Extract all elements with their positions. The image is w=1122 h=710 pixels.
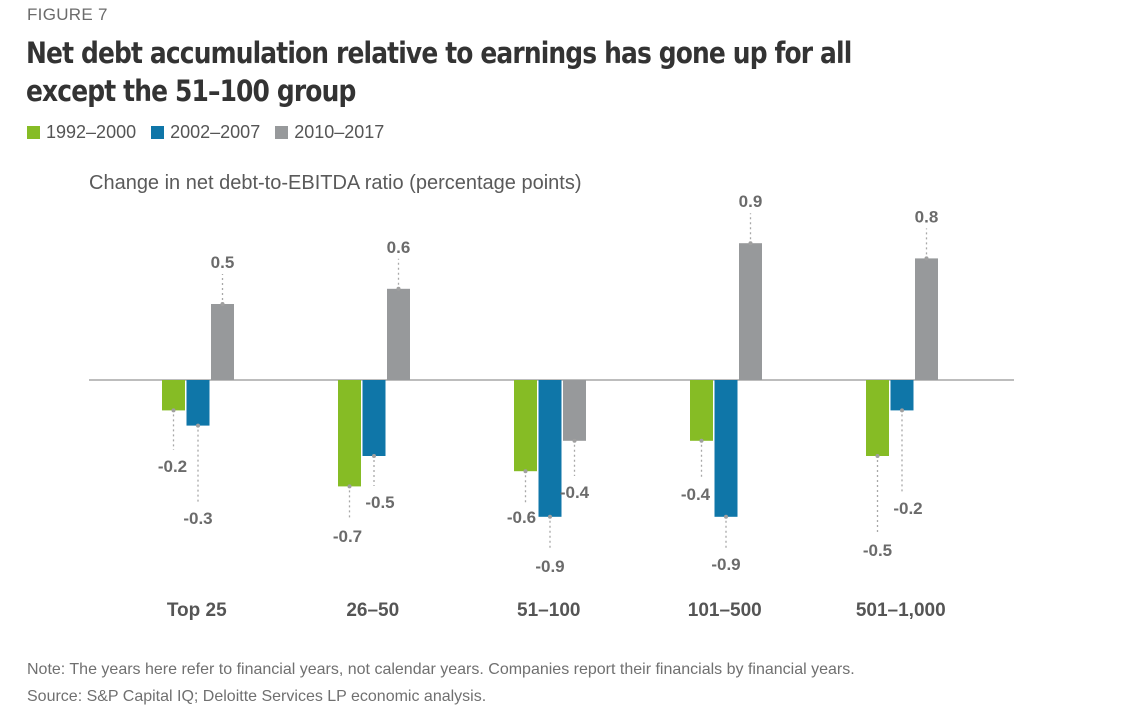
x-tick-label: 501–1,000 [856,600,946,621]
leader-dot [196,423,200,428]
source-text: Source: S&P Capital IQ; Deloitte Service… [27,688,487,705]
legend-item: 1992–2000 [27,122,136,143]
data-label: 0.5 [211,253,235,272]
bar [211,304,234,380]
bar [690,380,713,441]
bar [338,380,361,487]
bar [915,258,938,380]
data-label: 0.6 [387,238,411,257]
figure-label: FIGURE 7 [27,5,108,24]
legend-label: 2002–2007 [170,122,261,142]
footnote: Note: The years here refer to financial … [27,656,855,710]
legend-item: 2002–2007 [151,122,260,143]
bar [714,380,738,517]
data-label: -0.5 [365,493,394,512]
data-label: -0.4 [681,485,711,504]
legend-swatch [151,126,165,139]
legend-item: 2010–2017 [275,122,384,143]
bar [387,288,410,380]
data-label: -0.9 [711,555,740,574]
leader-dot [724,514,728,519]
note-text: Note: The years here refer to financial … [27,661,855,678]
data-label: -0.2 [893,499,922,518]
bar [739,243,762,380]
leader-dot [699,438,704,443]
leader-dot [572,438,577,443]
bar [186,380,210,426]
x-tick-label: 101–500 [688,600,762,621]
legend: 1992–2000 2002–2007 2010–2017 [27,122,384,143]
leader-dot [347,484,352,489]
leader-dot [523,469,528,474]
leader-dot [396,286,401,291]
legend-label: 2010–2017 [294,122,385,142]
leader-dot [220,302,225,306]
bar [866,380,889,456]
legend-swatch [275,126,289,139]
leader-dot [875,454,880,458]
legend-label: 1992–2000 [46,122,137,142]
bar [162,380,185,411]
leader-dot [900,408,904,413]
x-tick-label: 26–50 [346,600,399,621]
bar [890,380,914,411]
data-label: -0.3 [183,509,212,528]
leader-dot [748,241,753,246]
data-label: -0.7 [333,527,362,546]
data-label: -0.4 [560,483,590,502]
data-label: -0.6 [507,508,536,527]
leader-dot [924,256,929,261]
bar [514,380,537,472]
data-label: -0.5 [863,541,892,560]
data-label: 0.8 [915,207,939,226]
bar [538,380,562,517]
leader-dot [372,454,376,458]
legend-swatch [27,126,40,139]
bar [563,380,586,441]
data-label: -0.2 [158,457,187,476]
bar [362,380,386,456]
leader-dot [171,408,176,413]
data-label: -0.9 [535,557,564,576]
chart-title: Net debt accumulation relative to earnin… [26,36,852,108]
leader-dot [548,514,552,519]
x-tick-label: Top 25 [167,600,227,621]
x-tick-label: 51–100 [517,600,580,621]
y-axis-title: Change in net debt-to-EBITDA ratio (perc… [89,172,582,194]
data-label: 0.9 [739,192,763,211]
